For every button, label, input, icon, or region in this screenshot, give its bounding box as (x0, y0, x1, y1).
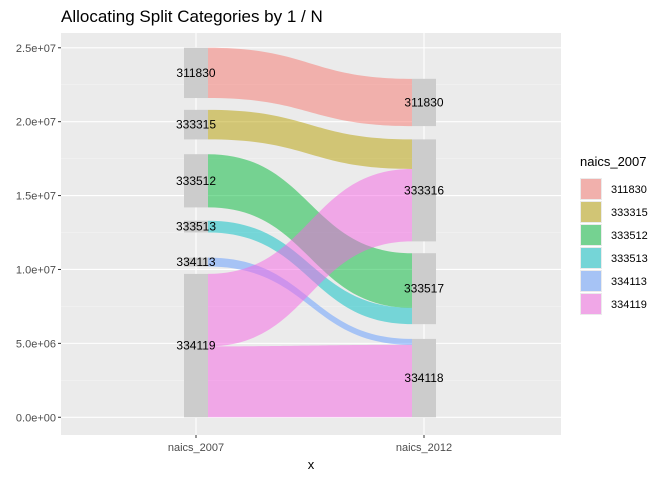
stratum-naics_2007-333513 (184, 220, 208, 233)
stratum-naics_2007-334113 (184, 257, 208, 267)
x-tick-label: naics_2012 (396, 442, 452, 454)
legend-swatch-333315 (581, 202, 601, 222)
stratum-label-334119: 334119 (176, 339, 215, 353)
flow-334119 (208, 168, 412, 347)
flows (208, 47, 412, 418)
stratum-label-333316: 333316 (404, 183, 444, 197)
stratum-naics_2007-311830 (184, 47, 208, 99)
chart-title: Allocating Split Categories by 1 / N (61, 7, 323, 26)
legend-label-334113: 334113 (611, 276, 647, 288)
y-tick-label: 0.0e+00 (16, 412, 56, 424)
stratum-label-311830: 311830 (404, 95, 443, 109)
legend-swatch-311830 (581, 179, 601, 199)
x-tick-label: naics_2007 (168, 442, 224, 454)
legend-swatch-334113 (581, 271, 601, 291)
stratum-label-333517: 333517 (404, 282, 444, 296)
legend-swatch-333513 (581, 248, 601, 268)
stratum-labels: 311830 333315 333512 333513 334113 334119 3118… (176, 66, 444, 385)
stratum-label-334118: 334118 (404, 371, 443, 385)
flow-334119 (208, 344, 412, 418)
stratum-label-333315: 333315 (176, 118, 216, 132)
y-tick-label: 5.0e+06 (16, 338, 56, 350)
flow-334113 (208, 257, 412, 345)
stratum-label-333513: 333513 (176, 220, 216, 234)
flow-333315 (208, 109, 412, 169)
stratum-naics_2007-333512 (184, 154, 208, 208)
stratum-naics_2012-333517 (412, 253, 436, 325)
y-tick-label: 1.5e+07 (16, 191, 56, 203)
stratum-label-334113: 334113 (176, 255, 215, 269)
y-tick-label: 2.5e+07 (16, 43, 56, 55)
stratum-naics_2012-311830 (412, 78, 436, 127)
stratum-naics_2012-334118 (412, 338, 436, 418)
legend-label-333513: 333513 (611, 253, 648, 265)
legend-label-311830: 311830 (611, 184, 647, 196)
legend-label-333512: 333512 (611, 230, 648, 242)
stratum-naics_2007-334119 (184, 273, 208, 418)
legend-title: naics_2007 (580, 154, 647, 169)
legend-swatch-334119 (581, 294, 601, 314)
stratum-naics_2012-333316 (412, 139, 436, 242)
strata (184, 47, 436, 418)
stratum-naics_2007-333315 (184, 109, 208, 140)
y-tick-label: 2.0e+07 (16, 117, 56, 129)
legend-label-334119: 334119 (611, 299, 647, 311)
x-axis: naics_2007 naics_2012 (168, 435, 452, 454)
x-axis-title: x (308, 457, 315, 472)
legend: 311830 333315 333512 333513 334113 334119 (580, 178, 648, 315)
stratum-label-333512: 333512 (176, 174, 216, 188)
flow-311830 (208, 47, 412, 127)
y-axis: 0.0e+00 5.0e+06 1.0e+07 1.5e+07 2.0e+07 2.5e+… (16, 43, 61, 424)
legend-label-333315: 333315 (611, 207, 648, 219)
legend-swatch-333512 (581, 225, 601, 245)
y-tick-label: 1.0e+07 (16, 264, 56, 276)
stratum-label-311830: 311830 (176, 66, 215, 80)
